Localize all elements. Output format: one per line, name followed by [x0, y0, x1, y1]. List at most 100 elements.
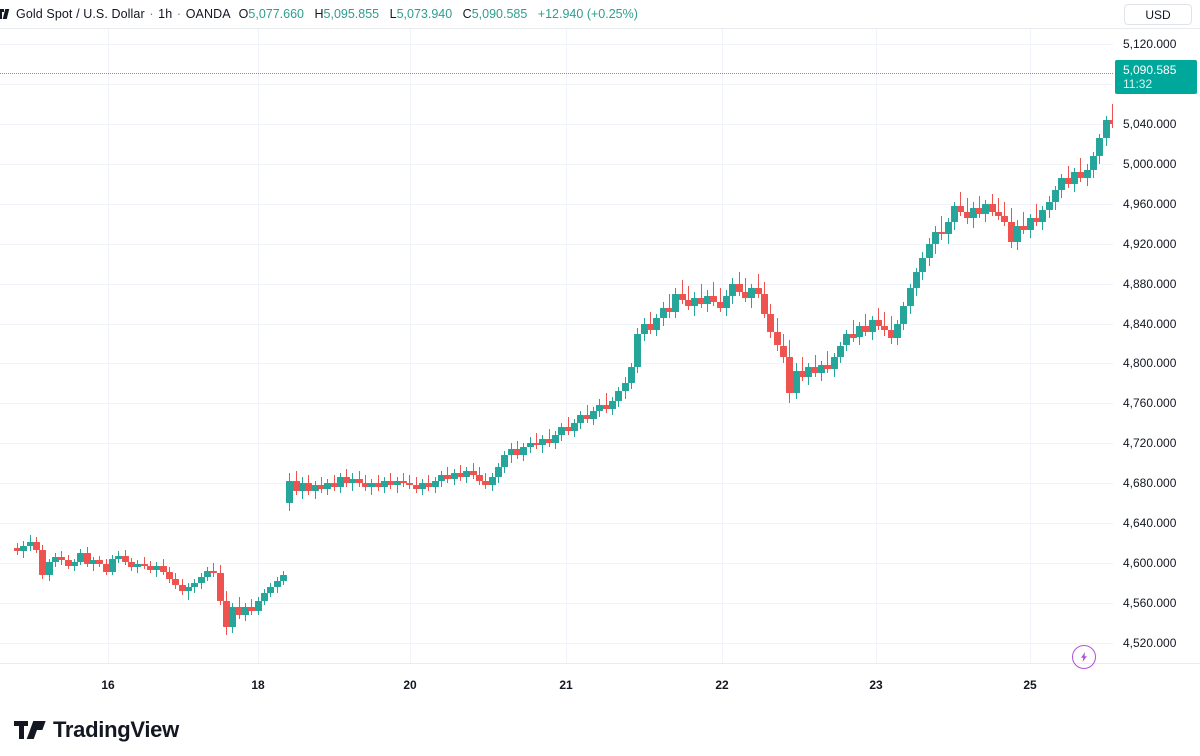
candle-body: [944, 221, 952, 234]
time-axis[interactable]: 16 18 20 21 22 23 25: [0, 663, 1113, 704]
candlestick: [292, 29, 300, 663]
open-value: 5,077.660: [248, 7, 304, 21]
candlestick: [811, 29, 819, 663]
candle-body: [495, 467, 503, 478]
candle-body: [191, 583, 199, 588]
candlestick: [969, 29, 977, 663]
candle-body: [969, 207, 977, 218]
candle-body: [368, 483, 376, 488]
candlestick: [893, 29, 901, 663]
candlestick: [1033, 29, 1041, 663]
candlestick: [982, 29, 990, 663]
candlestick: [931, 29, 939, 663]
symbol-name: Gold Spot / U.S. Dollar: [16, 7, 145, 21]
tradingview-mark-icon: [14, 720, 45, 739]
candlestick: [336, 29, 344, 663]
candlestick: [1020, 29, 1028, 663]
candlestick: [995, 29, 1003, 663]
candle-body: [868, 319, 876, 332]
current-price-badge[interactable]: 5,090.585 11:32: [1115, 60, 1197, 95]
candle-body: [741, 291, 749, 298]
candlestick: [786, 29, 794, 663]
lightning-bolt-icon[interactable]: [1072, 645, 1096, 669]
candlestick: [412, 29, 420, 663]
candlestick: [1058, 29, 1066, 663]
candle-body: [222, 601, 230, 628]
candle-body: [482, 481, 490, 486]
price-gridline: [0, 403, 1113, 404]
open-label: O: [238, 7, 249, 21]
candle-body: [267, 587, 275, 594]
candle-body: [684, 299, 692, 306]
candle-body: [324, 483, 332, 490]
candlestick: [45, 29, 53, 663]
price-tick-label: 4,600.000: [1123, 556, 1177, 570]
candle-body: [1083, 169, 1091, 178]
low-value: 5,073.940: [396, 7, 453, 21]
price-gridline: [0, 563, 1113, 564]
candle-body: [393, 481, 401, 486]
time-tick-label: 21: [559, 678, 573, 692]
price-gridline: [0, 164, 1113, 165]
candle-wick: [681, 279, 683, 304]
price-axis[interactable]: 5,120.000 5,040.000 5,000.000 4,960.000 4,92…: [1113, 29, 1200, 663]
candlestick: [210, 29, 218, 663]
symbol-title[interactable]: Gold Spot / U.S. Dollar · 1h · OANDA: [16, 7, 231, 21]
change-value: +12.940: [537, 7, 584, 21]
candle-wick: [713, 281, 715, 306]
price-tick-label: 4,960.000: [1123, 197, 1177, 211]
candle-wick: [586, 405, 588, 424]
candle-body: [976, 207, 984, 214]
candle-wick: [472, 463, 474, 480]
candle-body: [621, 383, 629, 392]
candlestick: [1083, 29, 1091, 663]
candlestick: [741, 29, 749, 663]
candlestick: [298, 29, 306, 663]
candle-body: [292, 481, 300, 492]
candle-wick: [536, 433, 538, 450]
candle-body: [811, 367, 819, 374]
chart-pane[interactable]: [0, 29, 1113, 663]
candle-body: [32, 542, 40, 551]
candlestick: [1096, 29, 1104, 663]
candle-body: [754, 287, 762, 294]
candle-body: [381, 481, 389, 488]
candlestick: [349, 29, 357, 663]
candle-body: [805, 367, 813, 378]
candle-body: [545, 439, 553, 444]
candlestick: [362, 29, 370, 663]
candle-body: [102, 564, 110, 573]
candlestick: [26, 29, 34, 663]
candlestick: [697, 29, 705, 663]
candle-wick: [814, 355, 816, 378]
candle-body: [1039, 209, 1047, 222]
candlestick: [754, 29, 762, 663]
tradingview-logo[interactable]: TradingView: [14, 717, 179, 743]
candle-body: [412, 485, 420, 490]
price-gridline: [0, 603, 1113, 604]
candlestick: [976, 29, 984, 663]
candlestick: [1001, 29, 1009, 663]
interval-label[interactable]: 1h: [158, 7, 173, 21]
candle-wick: [827, 351, 829, 374]
candlestick: [450, 29, 458, 663]
candle-wick: [548, 429, 550, 448]
currency-button[interactable]: USD: [1124, 4, 1192, 25]
candlestick: [805, 29, 813, 663]
candlestick: [957, 29, 965, 663]
price-tick-label: 4,760.000: [1123, 396, 1177, 410]
candlestick: [469, 29, 477, 663]
candle-body: [286, 481, 294, 504]
current-price-time: 11:32: [1123, 77, 1153, 92]
current-price-line: [0, 73, 1113, 75]
candlestick: [140, 29, 148, 663]
candle-body: [628, 367, 635, 384]
candle-body: [501, 455, 509, 468]
ohlc-close: C5,090.585: [463, 7, 528, 21]
candle-body: [330, 483, 338, 488]
candlestick: [615, 29, 623, 663]
candle-body: [1045, 201, 1053, 210]
candle-body: [703, 295, 711, 304]
candle-body: [855, 325, 863, 338]
candle-wick: [1080, 157, 1082, 182]
